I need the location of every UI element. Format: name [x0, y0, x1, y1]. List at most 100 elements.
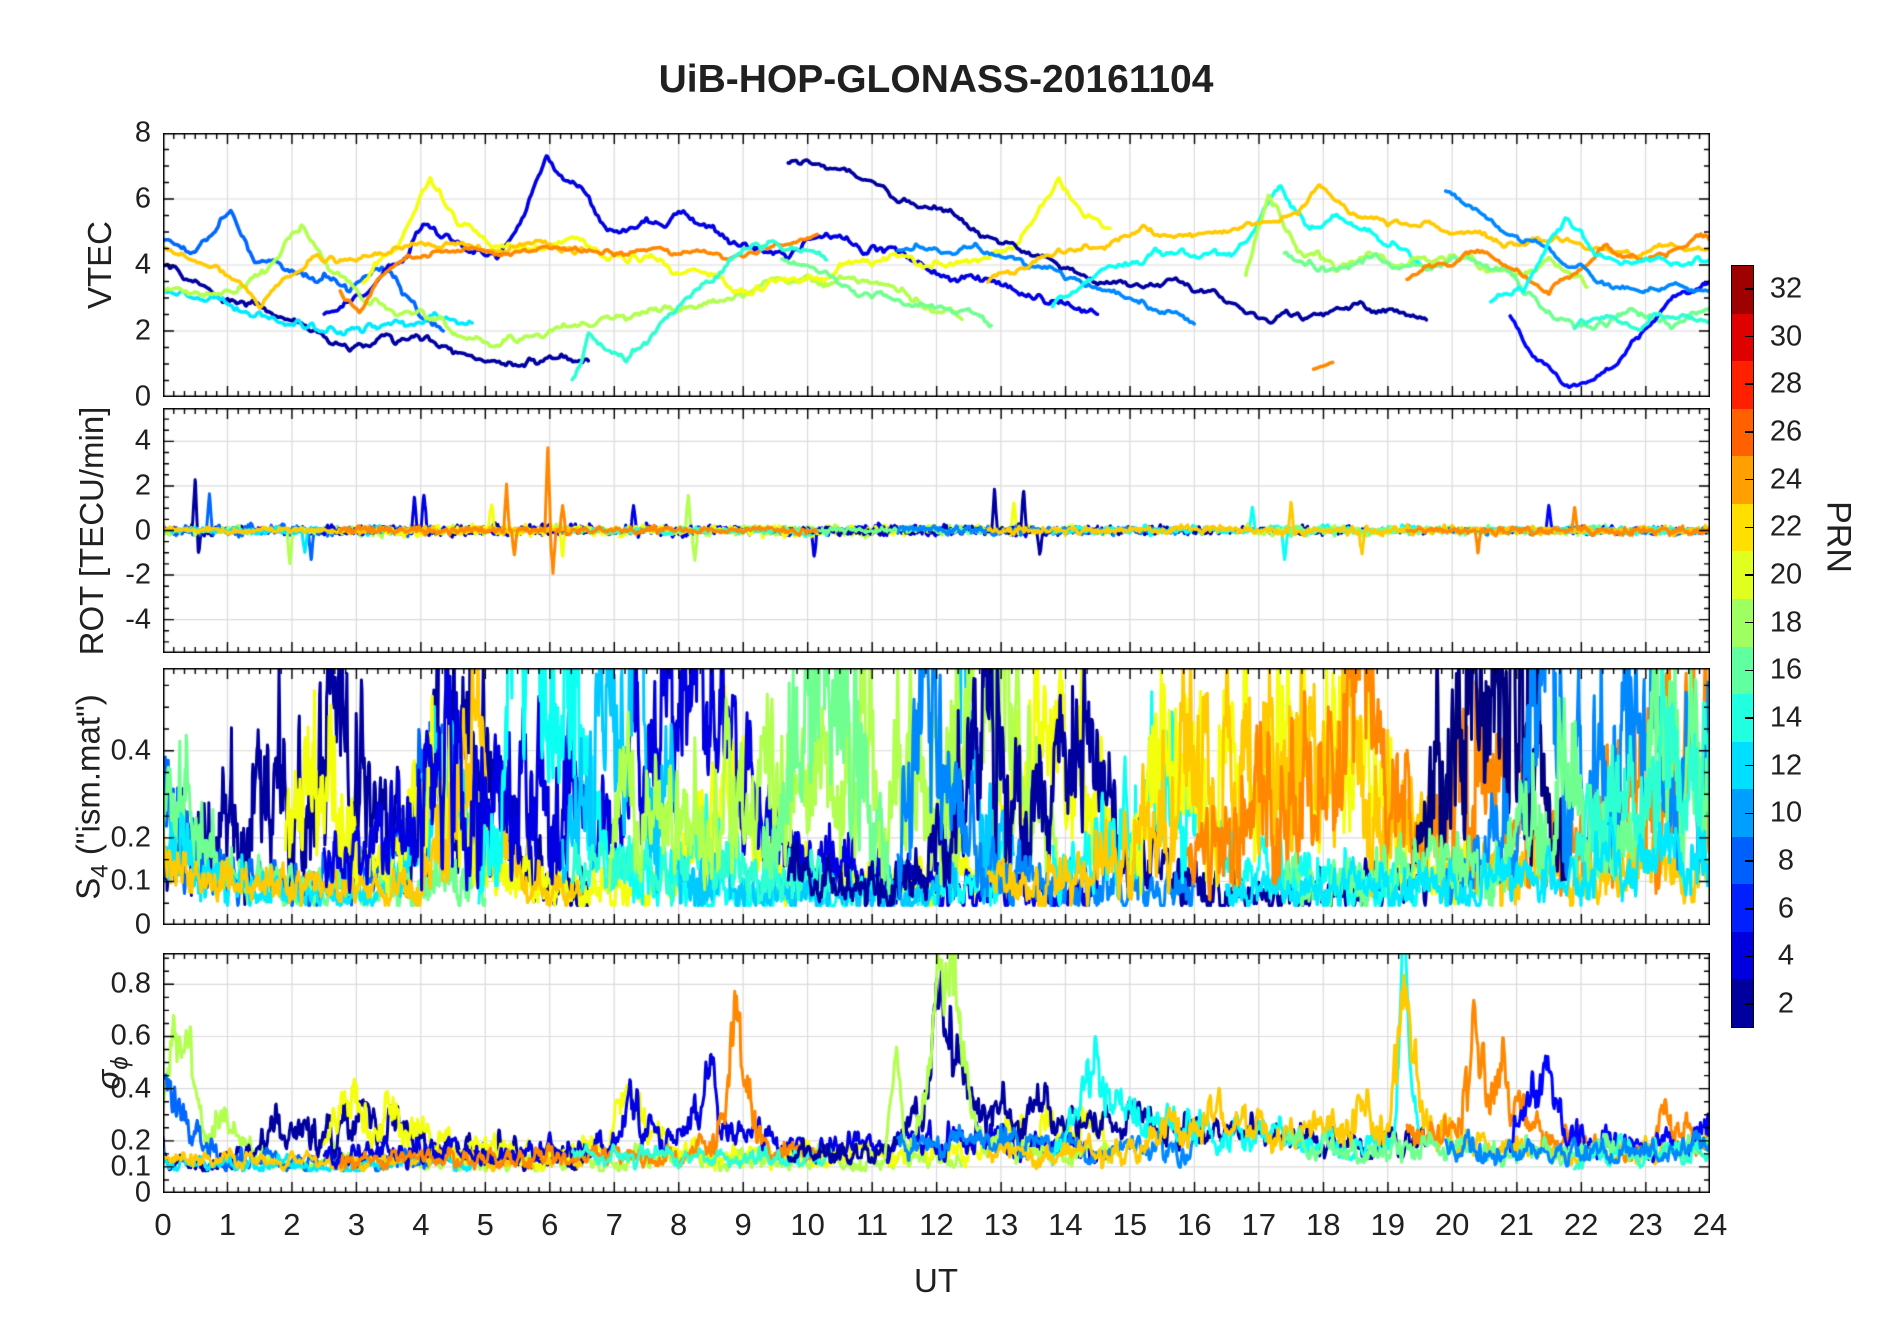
colorbar-tick [1745, 717, 1754, 719]
colorbar-tick [1745, 335, 1754, 338]
colorbar-tick-label: 32 [1769, 272, 1803, 305]
colorbar-tick [1745, 812, 1754, 815]
colorbar-color-block [1732, 694, 1753, 742]
rot-ytick-label: 0 [134, 514, 151, 546]
colorbar-color-block [1732, 551, 1753, 599]
colorbar-tick-label: 18 [1769, 606, 1803, 639]
vtec-ytick-label: 0 [134, 380, 151, 413]
x-tick-label: 13 [983, 1207, 1019, 1242]
colorbar-color-block [1732, 361, 1753, 409]
colorbar-tick [1745, 764, 1754, 767]
rot-axis-label: ROT [TECU/min] [73, 406, 110, 655]
x-tick-label: 16 [1177, 1207, 1212, 1242]
colorbar-tick [1745, 574, 1754, 576]
colorbar-tick [1745, 526, 1754, 529]
x-tick-label: 4 [412, 1207, 430, 1242]
colorbar-tick-label: 2 [1777, 987, 1795, 1020]
x-tick-label: 7 [605, 1207, 623, 1242]
s4-ytick-label: 0.1 [110, 864, 151, 897]
colorbar-strip [1731, 265, 1754, 1028]
vtec-plot-canvas [163, 133, 1710, 397]
s4-ytick-label: 0 [134, 908, 151, 941]
rot-ytick-label: -2 [125, 558, 151, 591]
x-tick-label: 10 [790, 1207, 825, 1242]
colorbar-tick-label: 26 [1769, 415, 1803, 448]
sigma_phi-ytick-label: 0.6 [110, 1019, 151, 1052]
sigma_phi-ytick-label: 0 [134, 1176, 151, 1209]
x-tick-label: 20 [1434, 1207, 1470, 1242]
sigma_phi-panel [163, 953, 1710, 1193]
colorbar-tick [1745, 288, 1754, 290]
x-tick-label: 17 [1241, 1207, 1277, 1242]
colorbar-tick-label: 6 [1777, 892, 1795, 925]
colorbar-tick [1745, 1003, 1754, 1005]
s4-axis-label: S4 ("ism.mat") [69, 693, 114, 900]
colorbar-color-block [1732, 789, 1753, 837]
colorbar-tick [1745, 478, 1754, 481]
colorbar-tick-label: 28 [1769, 367, 1803, 400]
vtec-ytick-label: 4 [134, 248, 151, 281]
colorbar-color-block [1732, 741, 1753, 790]
x-tick-label: 8 [670, 1207, 688, 1242]
chart-title: UiB-HOP-GLONASS-20161104 [658, 58, 1214, 101]
x-tick-label: 0 [154, 1207, 172, 1242]
x-tick-label: 9 [734, 1207, 752, 1242]
colorbar-tick-label: 12 [1769, 749, 1803, 782]
colorbar-color-block [1732, 313, 1753, 362]
s4-panel [163, 668, 1710, 925]
colorbar-tick-label: 8 [1777, 844, 1795, 877]
sigma_phi-ytick-label: 0.8 [110, 967, 151, 1000]
vtec-panel [163, 133, 1710, 397]
vtec-axis-label: VTEC [81, 220, 118, 310]
x-tick-label: 6 [541, 1207, 559, 1242]
colorbar-color-block [1732, 979, 1753, 1027]
colorbar-tick-label: 14 [1769, 701, 1803, 734]
x-tick-label: 21 [1499, 1207, 1534, 1242]
vtec-ytick-label: 6 [134, 182, 151, 215]
colorbar-tick [1745, 955, 1754, 958]
colorbar-color-block [1732, 931, 1753, 980]
x-tick-label: 5 [476, 1207, 494, 1242]
x-tick-label: 12 [919, 1207, 954, 1242]
colorbar-tick-label: 20 [1769, 558, 1803, 591]
colorbar-tick [1745, 431, 1754, 433]
x-tick-label: 2 [283, 1207, 301, 1242]
rot-ytick-label: 4 [134, 424, 151, 457]
colorbar-tick [1745, 860, 1754, 862]
sigma_phi-ytick-label: 0.1 [110, 1150, 151, 1183]
s4-ytick-label: 0.4 [110, 734, 151, 767]
colorbar-color-block [1732, 598, 1753, 647]
x-tick-label: 3 [347, 1207, 365, 1242]
x-tick-label: 1 [218, 1207, 237, 1242]
vtec-ytick-label: 8 [134, 116, 151, 149]
colorbar-tick [1745, 621, 1754, 624]
colorbar-tick [1745, 669, 1754, 672]
colorbar-color-block [1732, 884, 1753, 932]
s4-ytick-label: 0.2 [110, 821, 151, 854]
x-tick-label: 24 [1692, 1207, 1728, 1242]
colorbar-color-block [1732, 503, 1753, 552]
sigma_phi-ytick-label: 0.2 [110, 1124, 151, 1157]
rot-panel [163, 408, 1710, 653]
x-tick-label: 15 [1112, 1207, 1148, 1242]
colorbar-color-block [1732, 836, 1753, 885]
rot-ytick-label: 2 [134, 469, 151, 502]
x-tick-label: 22 [1563, 1207, 1599, 1242]
colorbar-color-block [1732, 266, 1753, 314]
s4-plot-canvas [163, 668, 1710, 925]
colorbar-tick-label: 4 [1777, 939, 1795, 972]
colorbar-tick-label: 10 [1769, 796, 1803, 829]
x-tick-label: 23 [1628, 1207, 1663, 1242]
x-tick-label: 18 [1306, 1207, 1341, 1242]
sigma_phi-ytick-label: 0.4 [110, 1072, 151, 1105]
colorbar-tick-label: 24 [1769, 463, 1803, 496]
x-axis-label: UT [914, 1262, 958, 1299]
colorbar-tick [1745, 383, 1754, 385]
colorbar-tick [1745, 908, 1754, 910]
x-tick-label: 14 [1048, 1207, 1083, 1242]
x-tick-label: 11 [855, 1207, 889, 1242]
rot-plot-canvas [163, 408, 1710, 653]
rot-ytick-label: -4 [125, 603, 151, 636]
colorbar-color-block [1732, 646, 1753, 695]
